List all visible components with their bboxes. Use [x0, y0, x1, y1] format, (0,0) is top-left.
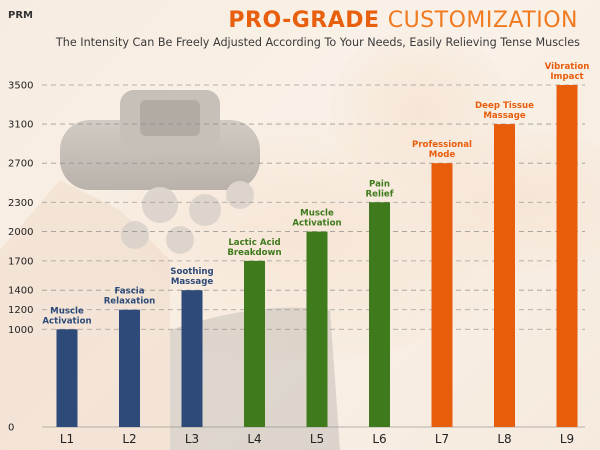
- y-tick-label: 2700: [8, 159, 33, 170]
- y-tick-label: 1700: [8, 256, 33, 267]
- x-tick-label: L4: [247, 432, 261, 446]
- bar: [369, 202, 390, 427]
- bar-label-line: Relaxation: [104, 297, 156, 307]
- bar-label: Soothing Massage: [170, 267, 213, 287]
- bar: [431, 163, 453, 427]
- bar: [181, 290, 203, 427]
- bar-label: Muscle Activation: [292, 209, 341, 229]
- bar-label-line: Fascia: [114, 287, 144, 297]
- bar-label-line: Massage: [483, 111, 526, 121]
- x-tick-label: L3: [185, 432, 199, 446]
- bar-label: Deep Tissue Massage: [475, 101, 534, 121]
- y-tick-label: 2300: [8, 198, 33, 209]
- massage-gun-icon: [60, 90, 260, 254]
- bar: [119, 309, 140, 427]
- bar-label-line: Deep Tissue: [475, 101, 534, 111]
- y-tick-label: 1400: [8, 286, 33, 297]
- bar-label: Professional Mode: [412, 140, 472, 160]
- chart-subtitle: The Intensity Can Be Freely Adjusted Acc…: [55, 36, 580, 49]
- bar-label-line: Activation: [42, 316, 91, 326]
- x-tick-label: L1: [60, 432, 74, 446]
- bar-label-line: Muscle: [50, 306, 84, 316]
- bar-label-line: Lactic Acid: [228, 238, 280, 248]
- x-axis: L1 L2 L3 L4 L5 L6 L7 L8 L9: [60, 432, 574, 446]
- x-tick-label: L9: [560, 432, 574, 446]
- title-strong: PRO-GRADE: [228, 8, 380, 33]
- x-tick-label: L7: [435, 432, 449, 446]
- bar-label-line: Professional: [412, 140, 472, 150]
- bar-label-line: Breakdown: [227, 248, 281, 258]
- bar: [56, 329, 78, 427]
- bar: [494, 124, 515, 427]
- bar-label-line: Activation: [292, 219, 341, 229]
- y-tick-label: 0: [8, 423, 14, 434]
- bar: [556, 85, 578, 427]
- x-tick-label: L2: [122, 432, 136, 446]
- bar-label-line: Muscle: [300, 209, 334, 219]
- bar-label: Muscle Activation: [42, 306, 91, 326]
- bar-label-line: Pain: [369, 179, 390, 189]
- y-axis-unit: PRM: [8, 10, 33, 21]
- bar-label-line: Massage: [171, 277, 214, 287]
- bar-label-line: Vibration: [545, 62, 590, 72]
- bar-label: Lactic Acid Breakdown: [227, 238, 281, 258]
- bar-label: Fascia Relaxation: [104, 287, 156, 307]
- bar-label-line: Soothing: [170, 267, 213, 277]
- x-tick-label: L8: [497, 432, 511, 446]
- y-tick-label: 3100: [8, 120, 33, 131]
- bar-label: Vibration Impact: [545, 62, 590, 82]
- bar: [306, 231, 328, 427]
- title-light: CUSTOMIZATION: [387, 8, 578, 33]
- x-tick-label: L6: [372, 432, 386, 446]
- bar-label-line: Mode: [429, 150, 456, 160]
- y-tick-label: 2000: [8, 227, 33, 238]
- y-axis: 0 1000 1200 1400 1700 2000 2300 2700 3100 3500: [8, 81, 33, 434]
- bar-label: Pain Relief: [366, 179, 394, 199]
- x-tick-label: L5: [310, 432, 324, 446]
- bar-label-line: Impact: [550, 72, 583, 82]
- chart-title: PRO-GRADE CUSTOMIZATION: [228, 8, 578, 33]
- bar-label-line: Relief: [366, 189, 394, 199]
- y-tick-label: 3500: [8, 81, 33, 92]
- bar: [244, 260, 265, 427]
- y-tick-label: 1200: [8, 305, 33, 316]
- y-tick-label: 1000: [8, 325, 33, 336]
